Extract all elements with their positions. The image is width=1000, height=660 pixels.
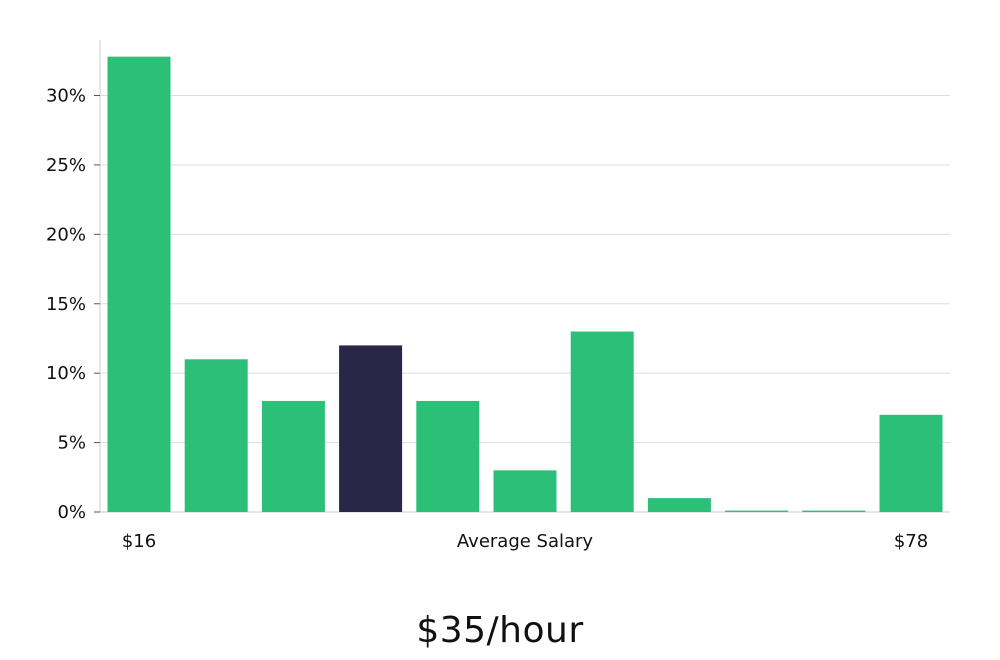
bar [261, 400, 325, 512]
y-tick-label: 5% [57, 433, 86, 454]
x-max-label: $78 [894, 531, 928, 552]
bar [184, 359, 248, 512]
bars [107, 56, 943, 513]
y-tick-label: 20% [46, 224, 86, 245]
bar [647, 498, 711, 512]
bar [107, 56, 171, 513]
y-tick-label: 30% [46, 86, 86, 107]
bar [493, 470, 557, 512]
bar [879, 414, 943, 512]
bar [416, 400, 480, 512]
y-tick-label: 15% [46, 294, 86, 315]
y-tick-label: 10% [46, 363, 86, 384]
x-axis-title: Average Salary [457, 531, 594, 552]
x-min-label: $16 [122, 531, 156, 552]
y-tick-label: 25% [46, 155, 86, 176]
bar [570, 331, 634, 512]
average-salary-value: $35/hour [416, 610, 584, 651]
bar [725, 510, 789, 512]
bar-highlighted [339, 345, 403, 512]
salary-histogram: 0% 5% 10% 15% 20% 25% 30% $16 Average Salary $… [46, 40, 950, 552]
y-axis-ticks: 0% 5% 10% 15% 20% 25% 30% [46, 86, 100, 523]
bar [802, 510, 866, 512]
y-tick-label: 0% [57, 502, 86, 523]
